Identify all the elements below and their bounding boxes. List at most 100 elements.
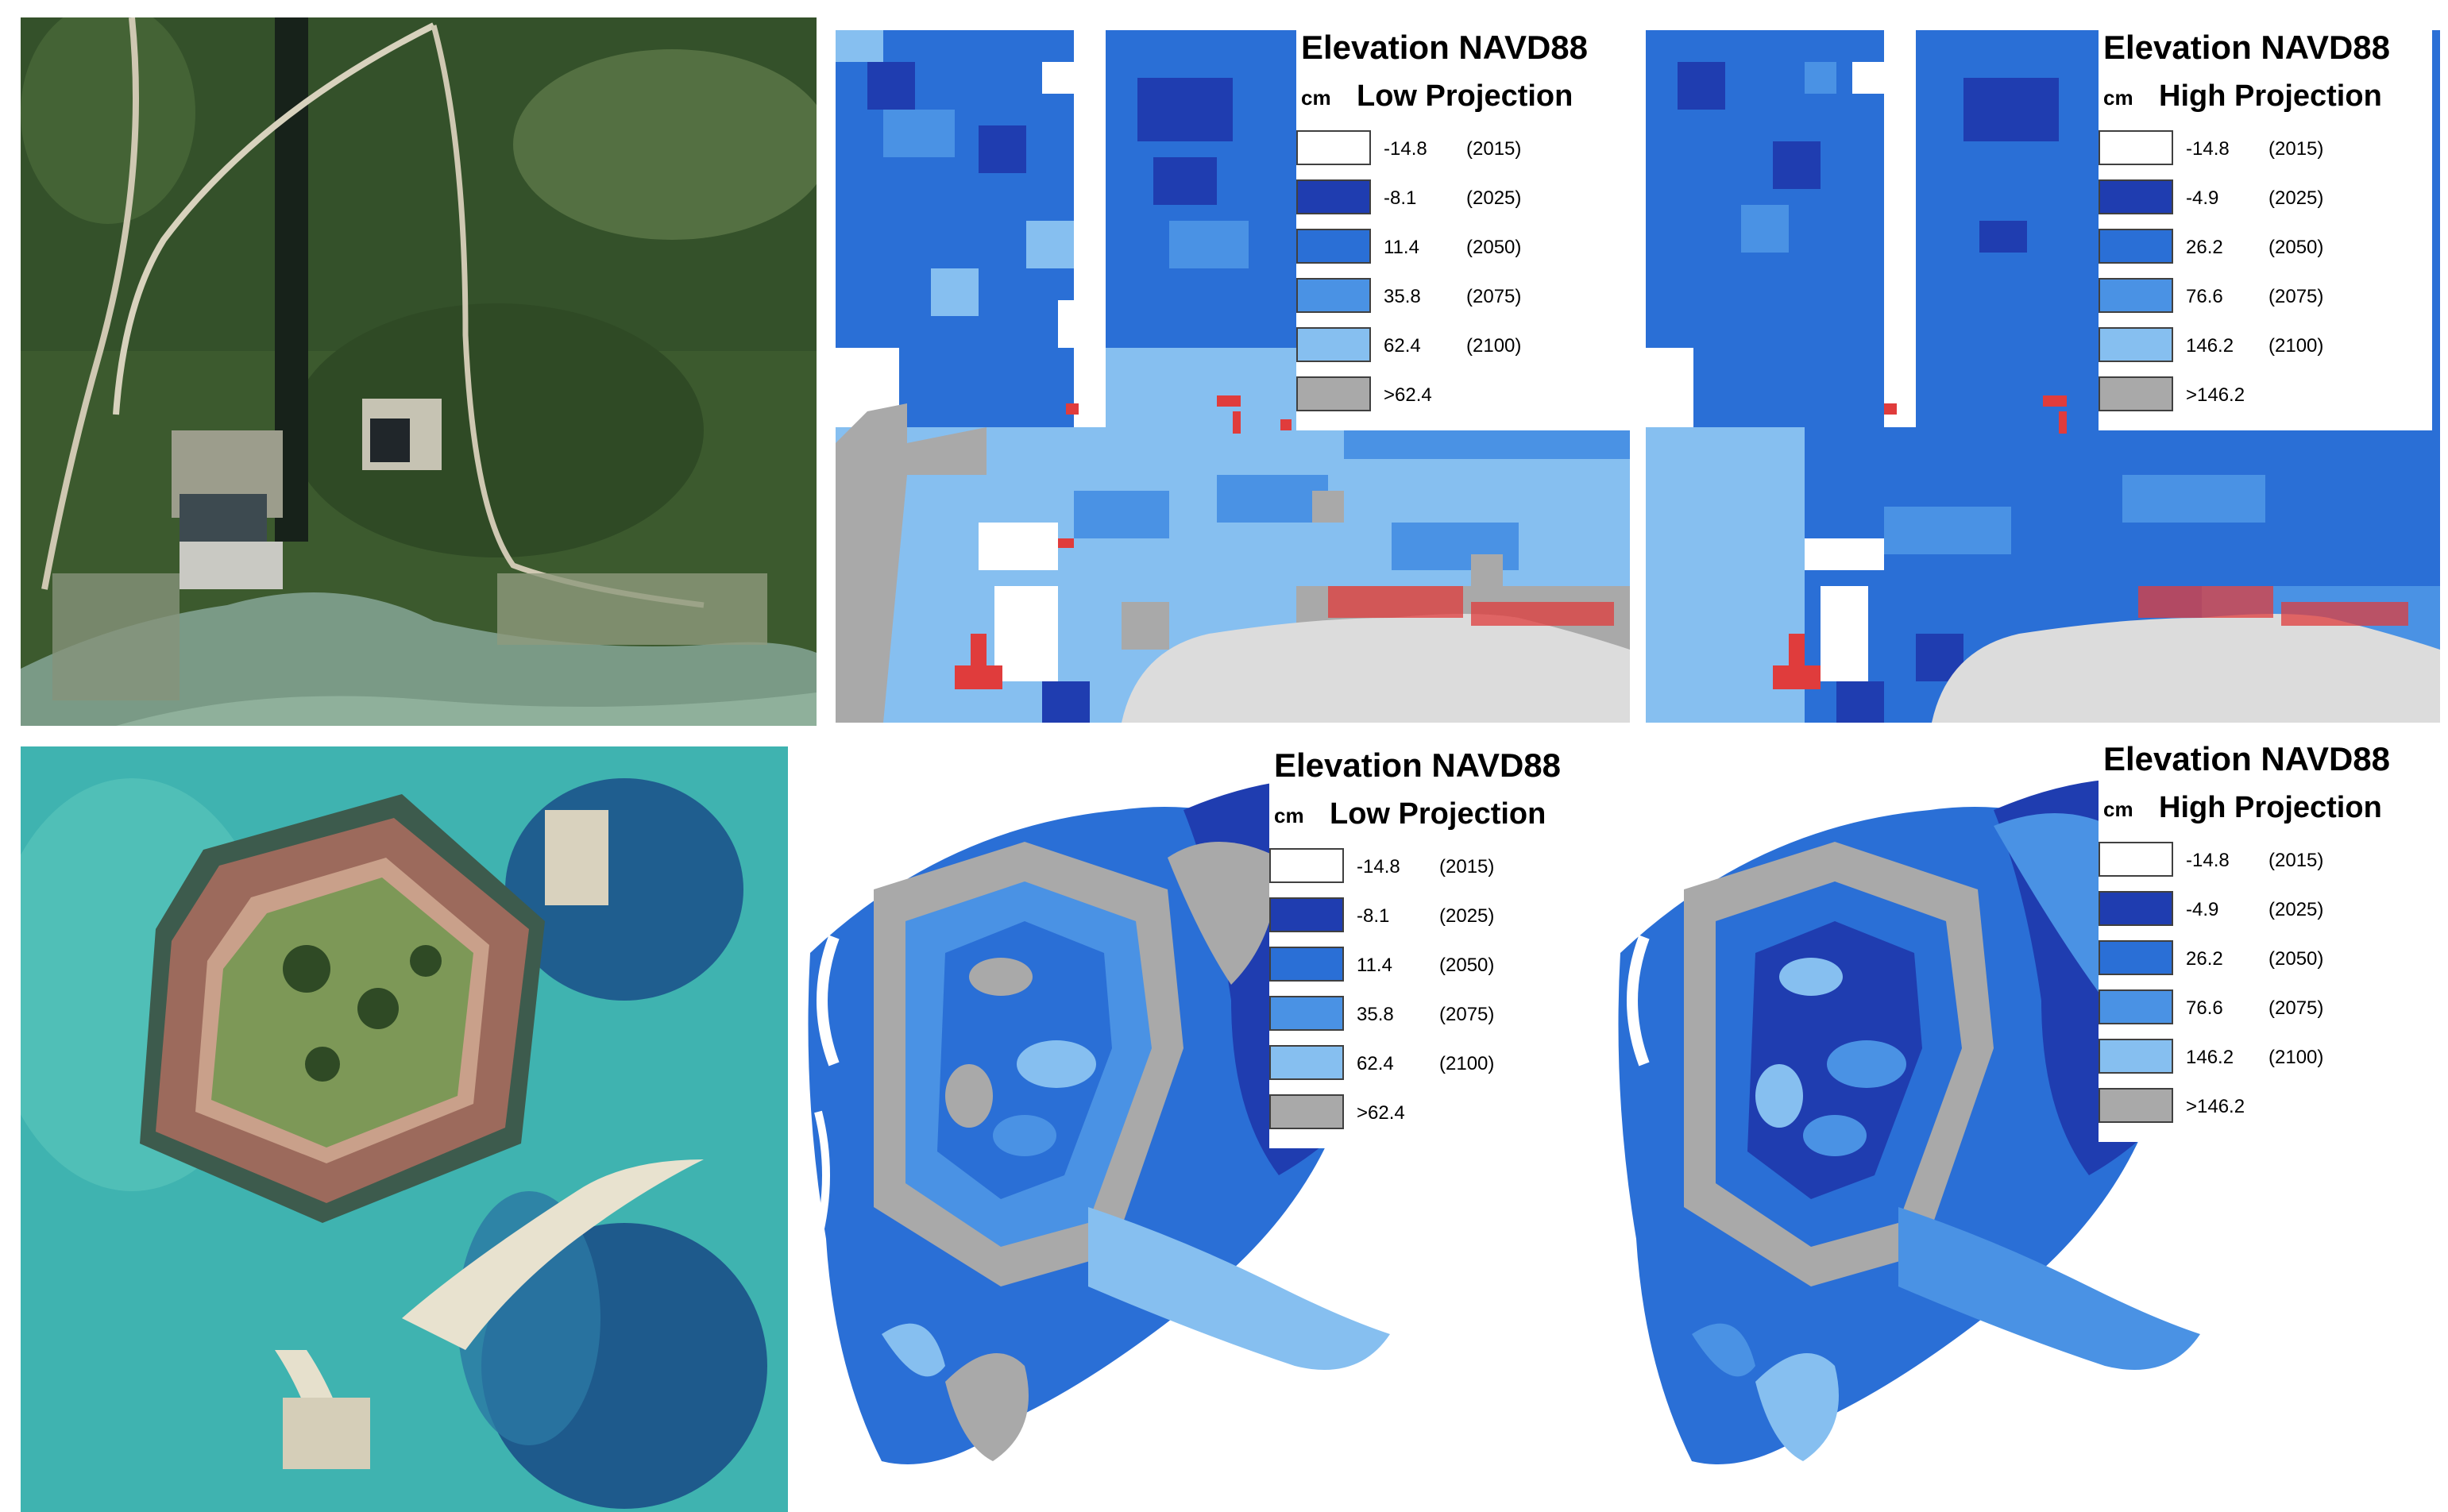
legend-swatch — [2099, 1039, 2173, 1074]
legend-swatch — [1269, 947, 1344, 982]
legend-year: (2025) — [1466, 187, 1522, 209]
legend-swatch — [1269, 1094, 1344, 1129]
legend-swatch — [1269, 897, 1344, 932]
legend-year: (2025) — [1439, 905, 1495, 927]
legend-year: (2100) — [2268, 1047, 2324, 1068]
legend-row: 26.2 (2050) — [2099, 229, 2432, 265]
legend-value: >62.4 — [1357, 1102, 1405, 1124]
legend-year: (2015) — [2268, 138, 2324, 160]
legend-value: 76.6 — [2186, 286, 2223, 307]
legend-value: 11.4 — [1384, 237, 1419, 258]
elevation-grid-map-high-projection — [1646, 30, 2440, 723]
legend-row: 62.4 (2100) — [1296, 327, 1630, 364]
legend-swatch — [2099, 940, 2173, 975]
legend-swatch — [1296, 130, 1371, 165]
legend-title: Elevation NAVD88 — [1274, 746, 1561, 784]
legend-value: 11.4 — [1357, 955, 1392, 976]
legend-row: 35.8 (2075) — [1296, 278, 1630, 314]
legend-row: 62.4 (2100) — [1269, 1045, 1603, 1082]
legend-value: -14.8 — [2186, 138, 2230, 160]
legend-year: (2025) — [2268, 899, 2324, 920]
legend-value: >62.4 — [1384, 384, 1432, 406]
legend-projection-label: Low Projection — [1357, 79, 1573, 113]
legend-value: >146.2 — [2186, 1096, 2245, 1117]
legend-row: >62.4 — [1269, 1094, 1603, 1131]
legend-value: 62.4 — [1357, 1053, 1394, 1074]
legend-row: 76.6 (2075) — [2099, 989, 2432, 1026]
legend-swatch — [2099, 130, 2173, 165]
legend-projection-label: High Projection — [2159, 79, 2382, 113]
legend-value: 35.8 — [1357, 1004, 1394, 1025]
legend-title: Elevation NAVD88 — [2103, 740, 2390, 777]
legend-row: 26.2 (2050) — [2099, 940, 2432, 977]
legend-bottom-high-projection: Elevation NAVD88 cm High Projection -14.… — [2099, 729, 2432, 1142]
legend-value: -14.8 — [1384, 138, 1427, 160]
legend-year: (2050) — [1439, 955, 1495, 976]
legend-unit: cm — [2103, 797, 2133, 821]
legend-swatch — [2099, 1088, 2173, 1123]
legend-unit: cm — [2103, 86, 2133, 110]
legend-row: -8.1 (2025) — [1296, 179, 1630, 216]
legend-year: (2100) — [1439, 1053, 1495, 1074]
legend-year: (2075) — [1439, 1004, 1495, 1025]
legend-swatch — [2099, 327, 2173, 362]
legend-swatch — [2099, 229, 2173, 264]
legend-swatch — [2099, 278, 2173, 313]
legend-swatch — [1296, 376, 1371, 411]
legend-swatch — [2099, 179, 2173, 214]
legend-row: -14.8 (2015) — [1296, 130, 1630, 167]
legend-value: -8.1 — [1384, 187, 1417, 209]
legend-value: 26.2 — [2186, 948, 2223, 970]
legend-title: Elevation NAVD88 — [2103, 29, 2390, 66]
legend-value: 146.2 — [2186, 335, 2234, 357]
legend-value: -4.9 — [2186, 187, 2219, 209]
legend-year: (2015) — [2268, 850, 2324, 871]
legend-projection-label: Low Projection — [1330, 797, 1546, 831]
legend-value: 35.8 — [1384, 286, 1421, 307]
legend-title: Elevation NAVD88 — [1301, 29, 1588, 66]
legend-swatch — [2099, 842, 2173, 877]
legend-swatch — [1296, 327, 1371, 362]
legend-row: -8.1 (2025) — [1269, 897, 1603, 934]
legend-value: -14.8 — [2186, 850, 2230, 871]
legend-year: (2100) — [2268, 335, 2324, 357]
elevation-grid-map-low-projection — [836, 30, 1630, 723]
legend-year: (2075) — [2268, 286, 2324, 307]
legend-row: 35.8 (2075) — [1269, 996, 1603, 1032]
legend-projection-label: High Projection — [2159, 791, 2382, 824]
legend-swatch — [2099, 989, 2173, 1024]
legend-row: 11.4 (2050) — [1269, 947, 1603, 983]
legend-swatch — [1269, 848, 1344, 883]
legend-row: 76.6 (2075) — [2099, 278, 2432, 314]
legend-year: (2015) — [1466, 138, 1522, 160]
legend-year: (2075) — [2268, 997, 2324, 1019]
legend-year: (2100) — [1466, 335, 1522, 357]
legend-row: 146.2 (2100) — [2099, 1039, 2432, 1075]
legend-swatch — [2099, 891, 2173, 926]
legend-swatch — [1269, 1045, 1344, 1080]
legend-row: -4.9 (2025) — [2099, 891, 2432, 928]
legend-row: -4.9 (2025) — [2099, 179, 2432, 216]
legend-value: 76.6 — [2186, 997, 2223, 1019]
legend-year: (2050) — [2268, 237, 2324, 258]
legend-year: (2075) — [1466, 286, 1522, 307]
legend-row: -14.8 (2015) — [2099, 130, 2432, 167]
legend-swatch — [1296, 278, 1371, 313]
legend-bottom-low-projection: Elevation NAVD88 cm Low Projection -14.8… — [1269, 735, 1603, 1148]
legend-value: -4.9 — [2186, 899, 2219, 920]
legend-row: 11.4 (2050) — [1296, 229, 1630, 265]
legend-row: -14.8 (2015) — [1269, 848, 1603, 885]
legend-row: >146.2 — [2099, 1088, 2432, 1124]
legend-year: (2050) — [1466, 237, 1522, 258]
satellite-image-fort — [21, 746, 788, 1512]
legend-swatch — [1269, 996, 1344, 1031]
legend-value: -14.8 — [1357, 856, 1400, 878]
legend-unit: cm — [1301, 86, 1331, 110]
satellite-image-headquarters — [21, 17, 817, 726]
legend-swatch — [2099, 376, 2173, 411]
legend-swatch — [1296, 179, 1371, 214]
legend-top-low-projection: Elevation NAVD88 cm Low Projection -14.8… — [1296, 17, 1630, 430]
legend-value: -8.1 — [1357, 905, 1390, 927]
legend-row: -14.8 (2015) — [2099, 842, 2432, 878]
legend-value: >146.2 — [2186, 384, 2245, 406]
